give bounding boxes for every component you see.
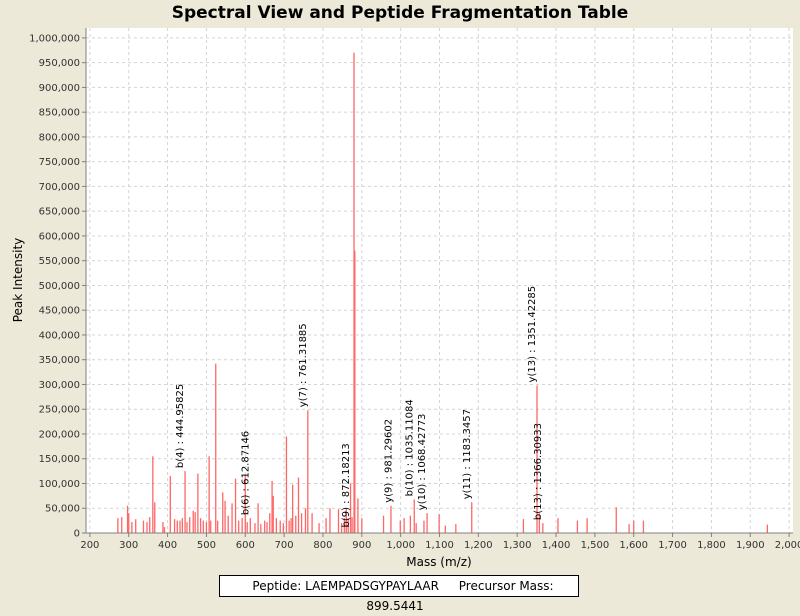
x-tick-label: 800 — [313, 540, 332, 551]
x-tick-label: 1,100 — [425, 540, 454, 551]
x-axis-label: Mass (m/z) — [406, 555, 471, 569]
y-axis-label: Peak Intensity — [11, 238, 25, 323]
y-tick-label: 700,000 — [39, 182, 80, 193]
y-tick-label: 450,000 — [39, 306, 80, 317]
x-tick-label: 1,400 — [542, 540, 571, 551]
peptide-info-box: Peptide: LAEMPADSGYPAYLAAR Precursor Mas… — [219, 575, 579, 613]
y-tick-label: 550,000 — [39, 256, 80, 267]
y-tick-label: 100,000 — [39, 479, 80, 490]
y-tick-label: 500,000 — [39, 281, 80, 292]
x-tick-label: 1,500 — [581, 540, 610, 551]
y-tick-label: 900,000 — [39, 83, 80, 94]
peak-annotation-label: y(9) : 981.29602 — [383, 419, 394, 503]
peak-annotation-label: y(13) : 1351.42285 — [527, 286, 538, 383]
y-tick-label: 400,000 — [39, 330, 80, 341]
y-tick-label: 650,000 — [39, 207, 80, 218]
y-axis-ticks: 0 50,000 100,000 150,000 200,000 250,000 300,0… — [29, 33, 86, 540]
y-tick-label: 300,000 — [39, 380, 80, 391]
x-axis-ticks: 200 300 400 500 600 700 800 900 1,000 1,100 1,200 1… — [80, 533, 800, 551]
grid — [86, 28, 793, 533]
peaks — [117, 52, 769, 533]
peak-annotation-label: b(13) : 1366.30933 — [533, 423, 544, 520]
chart-title: Spectral View and Peptide Fragmentation … — [171, 3, 629, 23]
x-tick-label: 2,000 — [775, 540, 800, 551]
x-tick-label: 900 — [352, 540, 371, 551]
x-tick-label: 1,000 — [386, 540, 415, 551]
x-tick-label: 1,200 — [464, 540, 493, 551]
y-tick-label: 1,000,000 — [29, 33, 80, 44]
y-tick-label: 850,000 — [39, 108, 80, 119]
y-tick-label: 200,000 — [39, 429, 80, 440]
x-tick-label: 600 — [236, 540, 255, 551]
y-tick-label: 950,000 — [39, 58, 80, 69]
y-tick-label: 50,000 — [45, 504, 80, 515]
peak-annotation-label: y(10) : 1068.42773 — [417, 414, 428, 511]
peak-annotation-label: b(9) : 872.18213 — [341, 443, 352, 527]
annotations: b(4) : 444.95825 b(6) : 612.87146 y(7) : 7… — [175, 286, 544, 528]
y-tick-label: 350,000 — [39, 355, 80, 366]
x-tick-label: 1,700 — [658, 540, 687, 551]
peptide-label: Peptide: LAEMPADSGYPAYLAAR — [252, 579, 439, 593]
y-tick-label: 250,000 — [39, 405, 80, 416]
spectrum-chart: b(4) : 444.95825 b(6) : 612.87146 y(7) : 7… — [11, 28, 800, 569]
x-tick-label: 400 — [158, 540, 177, 551]
y-tick-label: 600,000 — [39, 231, 80, 242]
y-tick-label: 150,000 — [39, 454, 80, 465]
x-tick-label: 700 — [275, 540, 294, 551]
peak-annotation-label: y(11) : 1183.3457 — [462, 409, 473, 499]
x-tick-label: 500 — [197, 540, 216, 551]
peak-annotation-label: b(6) : 612.87146 — [240, 431, 251, 515]
x-tick-label: 300 — [119, 540, 138, 551]
y-tick-label: 800,000 — [39, 132, 80, 143]
y-tick-label: 0 — [74, 529, 80, 540]
x-tick-label: 200 — [80, 540, 99, 551]
x-tick-label: 1,800 — [697, 540, 726, 551]
x-tick-label: 1,600 — [619, 540, 648, 551]
x-tick-label: 1,900 — [736, 540, 765, 551]
peak-annotation-label: b(10) : 1035.11084 — [404, 399, 415, 496]
peak-annotation-label: y(7) : 761.31885 — [298, 323, 309, 407]
x-tick-label: 1,300 — [503, 540, 532, 551]
y-tick-label: 750,000 — [39, 157, 80, 168]
peak-annotation-label: b(4) : 444.95825 — [175, 384, 186, 468]
